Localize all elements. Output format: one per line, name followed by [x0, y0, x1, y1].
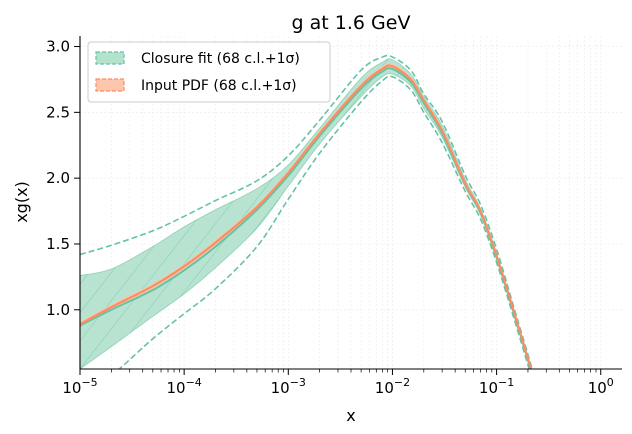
hatch-line	[475, 58, 535, 369]
legend-swatch-closure-fit	[95, 51, 125, 65]
input-pdf-central-line	[80, 64, 533, 369]
hatch-line	[299, 58, 535, 369]
hatch-line	[608, 36, 632, 369]
hatch-line	[542, 36, 632, 369]
x-ticks: 10−5 10−4 10−3 10−2 10−1 100	[62, 369, 614, 397]
y-tick-label: 2.5	[46, 103, 70, 121]
legend-frame	[87, 41, 331, 103]
hatch-line	[343, 58, 535, 369]
legend-swatch-input-pdf	[95, 78, 125, 92]
gridlines	[79, 36, 622, 369]
chart-title: g at 1.6 GeV	[292, 12, 411, 34]
x-tick-label: 10−2	[375, 376, 410, 397]
y-tick-label: 1.5	[46, 235, 70, 253]
hatch-line	[431, 58, 535, 369]
hatch-line	[365, 58, 535, 369]
hatch-line	[564, 36, 632, 369]
closure-fit-band	[80, 58, 532, 369]
x-tick-label: 10−1	[479, 376, 514, 397]
x-axis-label: x	[346, 406, 355, 425]
closure-fit-sigma-upper	[80, 54, 533, 369]
legend-label-closure-fit: Closure fit (68 c.l.+1σ)	[141, 51, 300, 67]
input-pdf-band	[80, 62, 532, 369]
x-tick-label: 10−3	[271, 376, 306, 397]
y-ticks: 1.0 1.5 2.0 2.5 3.0	[46, 38, 80, 319]
y-tick-label: 2.0	[46, 169, 70, 187]
x-tick-label: 10−4	[166, 376, 201, 397]
y-tick-label: 1.0	[46, 301, 70, 319]
closure-fit-central-line	[80, 67, 532, 369]
hatch-line	[409, 58, 535, 369]
legend: Closure fit (68 c.l.+1σ) Input PDF (68 c…	[87, 41, 331, 103]
y-axis-label: xg(x)	[12, 181, 31, 223]
x-tick-label: 10−5	[62, 376, 97, 397]
y-tick-label: 3.0	[46, 38, 70, 56]
legend-label-input-pdf: Input PDF (68 c.l.+1σ)	[141, 78, 297, 94]
hatch-line	[586, 36, 632, 369]
hatch-line	[387, 58, 535, 369]
hatch-line	[519, 58, 535, 369]
closure-fit-sigma-lower	[118, 75, 530, 369]
x-tick-label: 100	[588, 376, 614, 397]
